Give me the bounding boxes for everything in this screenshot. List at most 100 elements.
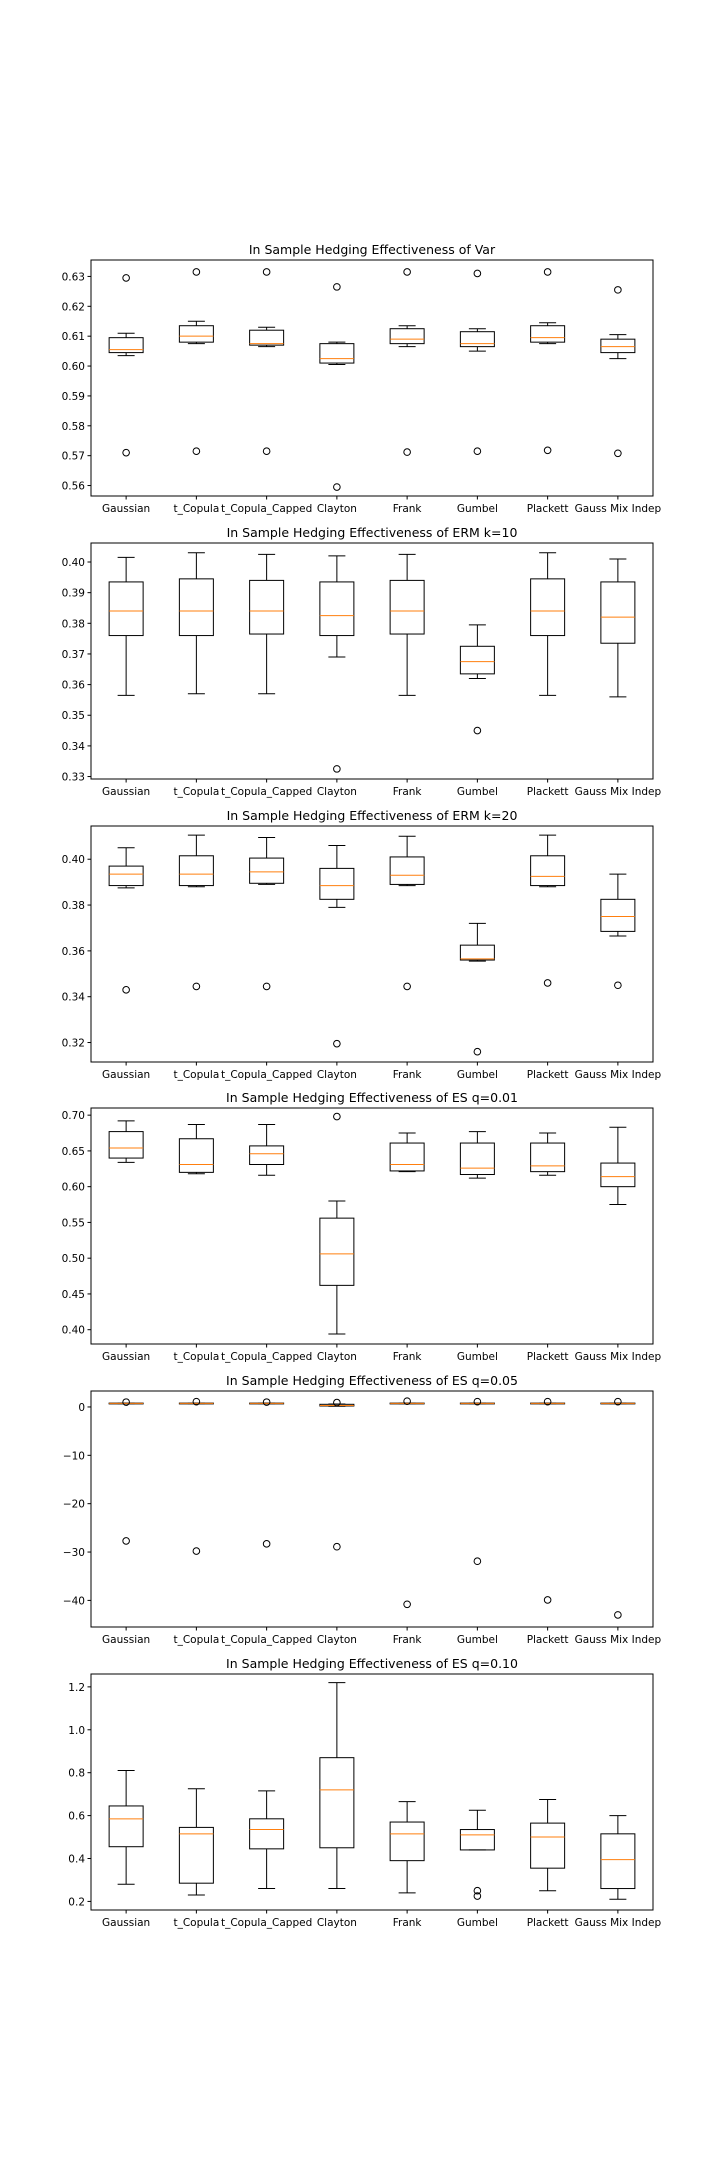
- iqr-box: [319, 1217, 355, 1286]
- y-tick-label: −30: [63, 1547, 85, 1559]
- outlier-point: [473, 447, 482, 455]
- iqr-box: [178, 325, 214, 343]
- iqr-box: [600, 338, 636, 354]
- y-tick-label: 0.38: [62, 618, 85, 630]
- outlier-point: [473, 1557, 482, 1566]
- box-t-copula: [178, 834, 214, 991]
- box-t-copula-capped: [249, 1790, 285, 1890]
- box-clayton: [319, 844, 355, 1048]
- x-tick-label: Gaussian: [102, 786, 150, 798]
- outlier-point: [473, 1397, 482, 1406]
- subplot-title: In Sample Hedging Effectiveness of ES q=…: [226, 1090, 518, 1105]
- outlier-point: [614, 1611, 622, 1619]
- outlier-point: [543, 1397, 552, 1406]
- box-frank: [389, 1801, 425, 1894]
- outlier-point: [262, 1398, 271, 1406]
- y-tick-label: 0.55: [62, 1217, 85, 1229]
- subplot-title: In Sample Hedging Effectiveness of ES q=…: [226, 1656, 518, 1671]
- box-clayton: [319, 283, 355, 491]
- box-gauss-mix-indep: [600, 286, 636, 458]
- axes-frame: [90, 259, 654, 497]
- x-tick-label: t_Copula_Capped: [221, 503, 312, 515]
- y-tick-label: 0.62: [62, 301, 85, 313]
- box-t-copula: [178, 1788, 214, 1896]
- outlier-point: [192, 1397, 201, 1406]
- box-t-copula: [178, 1123, 214, 1175]
- iqr-box: [319, 867, 355, 900]
- x-tick-label: Gumbel: [457, 503, 498, 515]
- iqr-box: [530, 1142, 566, 1173]
- outlier-point: [333, 765, 341, 773]
- outlier-point: [543, 979, 552, 987]
- outlier-point: [403, 268, 411, 276]
- subplot-var: In Sample Hedging Effectiveness of Var 0…: [62, 242, 662, 515]
- box-plackett: [530, 552, 566, 696]
- x-tick-label: Gauss Mix Indep: [575, 503, 662, 515]
- y-tick-label: 0.40: [62, 854, 85, 866]
- x-tick-label: Gauss Mix Indep: [575, 786, 662, 798]
- box-t-copula-capped: [249, 836, 285, 991]
- outlier-point: [543, 446, 552, 455]
- x-tick-label: Frank: [393, 1917, 423, 1929]
- x-tick-label: Frank: [393, 1351, 423, 1363]
- x-tick-label: Clayton: [317, 786, 357, 798]
- outlier-point: [473, 269, 482, 278]
- subplot-title: In Sample Hedging Effectiveness of ERM k…: [227, 525, 518, 540]
- outlier-point: [614, 286, 622, 294]
- iqr-box: [178, 1826, 214, 1884]
- box-gauss-mix-indep: [600, 1815, 636, 1900]
- y-tick-label: −10: [63, 1450, 85, 1462]
- iqr-box: [530, 325, 566, 343]
- box-gaussian: [108, 1120, 144, 1163]
- iqr-box: [319, 1757, 355, 1849]
- x-tick-label: Gaussian: [102, 1917, 150, 1929]
- outlier-point: [192, 268, 201, 276]
- box-t-copula-capped: [249, 1398, 285, 1548]
- y-tick-label: 0.32: [62, 1038, 85, 1050]
- outlier-point: [473, 1047, 482, 1056]
- box-gumbel: [459, 624, 495, 735]
- iqr-box: [530, 1822, 566, 1869]
- outlier-point: [333, 1039, 341, 1048]
- x-tick-label: Plackett: [527, 503, 569, 515]
- subplot-es-q010: In Sample Hedging Effectiveness of ES q=…: [68, 1656, 661, 1929]
- iqr-box: [249, 857, 285, 884]
- box-gaussian: [108, 274, 144, 457]
- y-tick-label: 0.65: [62, 1146, 85, 1158]
- y-tick-label: 0.63: [62, 271, 85, 283]
- outlier-point: [333, 1398, 341, 1407]
- y-tick-label: 0.35: [62, 710, 85, 722]
- outlier-point: [333, 483, 341, 491]
- y-tick-label: 0.70: [62, 1110, 85, 1122]
- y-tick-label: 0.6: [68, 1811, 85, 1823]
- x-tick-label: t_Copula_Capped: [221, 1917, 312, 1929]
- box-gaussian: [108, 1770, 144, 1885]
- iqr-box: [389, 328, 425, 345]
- y-tick-label: 0.8: [68, 1768, 85, 1780]
- outlier-point: [122, 986, 130, 994]
- outlier-point: [403, 982, 411, 991]
- iqr-box: [108, 337, 144, 354]
- box-gumbel: [459, 269, 495, 455]
- y-tick-label: 0.40: [62, 1325, 85, 1337]
- box-frank: [389, 1397, 425, 1609]
- iqr-box: [389, 856, 425, 885]
- x-tick-label: t_Copula: [173, 786, 219, 798]
- outlier-point: [614, 1397, 622, 1406]
- x-tick-label: Gaussian: [102, 1069, 150, 1081]
- axes-frame: [90, 1673, 654, 1911]
- box-frank: [389, 268, 425, 456]
- outlier-point: [122, 1537, 130, 1545]
- iqr-box: [178, 578, 214, 637]
- outlier-point: [192, 1547, 201, 1555]
- outlier-point: [262, 447, 271, 455]
- outlier-point: [473, 1892, 482, 1900]
- y-tick-label: 0.40: [62, 557, 85, 569]
- iqr-box: [108, 865, 144, 887]
- box-t-copula-capped: [249, 1123, 285, 1176]
- iqr-box: [530, 578, 566, 637]
- y-tick-label: 0.57: [62, 451, 85, 463]
- box-frank: [389, 835, 425, 991]
- box-t-copula: [178, 1397, 214, 1555]
- subplot-erm-k20: In Sample Hedging Effectiveness of ERM k…: [62, 808, 662, 1081]
